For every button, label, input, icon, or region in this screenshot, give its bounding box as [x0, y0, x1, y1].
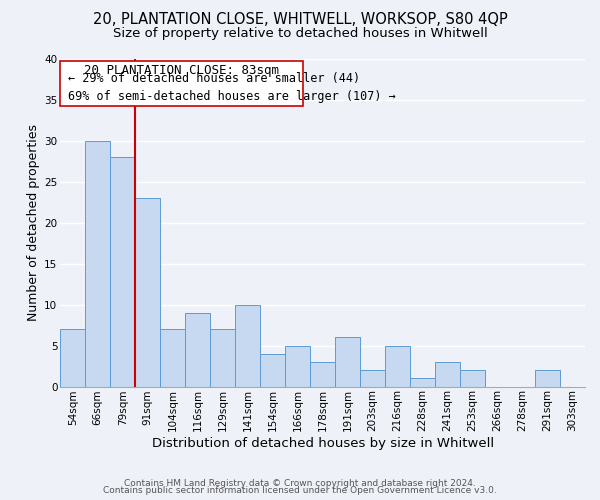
Bar — [360, 370, 385, 386]
Bar — [160, 329, 185, 386]
Text: Contains HM Land Registry data © Crown copyright and database right 2024.: Contains HM Land Registry data © Crown c… — [124, 478, 476, 488]
Bar — [435, 362, 460, 386]
Bar — [110, 158, 135, 386]
Text: Contains public sector information licensed under the Open Government Licence v3: Contains public sector information licen… — [103, 486, 497, 495]
Bar — [235, 304, 260, 386]
Bar — [385, 346, 410, 387]
Bar — [260, 354, 285, 386]
Bar — [535, 370, 560, 386]
Bar — [60, 329, 85, 386]
Text: 20 PLANTATION CLOSE: 83sqm: 20 PLANTATION CLOSE: 83sqm — [84, 64, 279, 77]
Text: Size of property relative to detached houses in Whitwell: Size of property relative to detached ho… — [113, 28, 487, 40]
Text: 20, PLANTATION CLOSE, WHITWELL, WORKSOP, S80 4QP: 20, PLANTATION CLOSE, WHITWELL, WORKSOP,… — [92, 12, 508, 28]
X-axis label: Distribution of detached houses by size in Whitwell: Distribution of detached houses by size … — [152, 437, 494, 450]
Bar — [410, 378, 435, 386]
Bar — [285, 346, 310, 387]
Bar — [135, 198, 160, 386]
Bar — [85, 141, 110, 386]
Bar — [335, 338, 360, 386]
FancyBboxPatch shape — [60, 60, 302, 106]
Bar — [185, 313, 210, 386]
Text: 69% of semi-detached houses are larger (107) →: 69% of semi-detached houses are larger (… — [68, 90, 395, 103]
Bar — [310, 362, 335, 386]
Y-axis label: Number of detached properties: Number of detached properties — [27, 124, 40, 322]
Bar — [210, 329, 235, 386]
Bar — [460, 370, 485, 386]
Text: ← 29% of detached houses are smaller (44): ← 29% of detached houses are smaller (44… — [68, 72, 360, 85]
